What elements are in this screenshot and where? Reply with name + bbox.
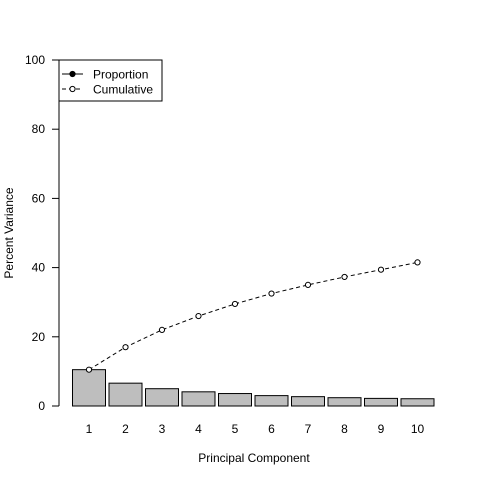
x-tick-label: 10 [411, 422, 425, 436]
x-axis-ticks: 1 2 3 4 5 6 7 8 9 10 [86, 422, 425, 436]
bar-pc-1 [72, 369, 106, 407]
y-tick-label: 60 [32, 191, 46, 205]
cumulative-layer [85, 259, 421, 373]
legend-box [58, 59, 163, 102]
cumulative-line [88, 261, 418, 371]
legend-cumulative-label: Cumulative [93, 83, 153, 97]
bars-layer [72, 369, 435, 407]
bar-pc-5 [218, 393, 252, 407]
y-tick-label: 20 [32, 330, 46, 344]
legend-proportion-label: Proportion [93, 68, 148, 82]
legend-proportion-marker [69, 70, 76, 78]
x-axis-title: Principal Component [198, 451, 310, 465]
cumulative-point-7 [304, 281, 312, 288]
legend-cumulative-marker [69, 85, 76, 93]
cumulative-point-8 [341, 273, 348, 281]
cumulative-point-10 [414, 259, 421, 266]
bar-pc-7 [291, 396, 325, 407]
y-tick-label: 80 [32, 122, 46, 136]
y-tick-label: 100 [25, 53, 45, 67]
y-tick-label: 0 [38, 399, 45, 413]
cumulative-point-5 [231, 300, 239, 308]
x-tick-label: 8 [341, 422, 348, 436]
cumulative-point-6 [268, 290, 275, 297]
bar-pc-8 [327, 397, 362, 407]
bar-pc-9 [364, 397, 398, 407]
legend: Proportion Cumulative [58, 59, 163, 102]
cumulative-point-4 [195, 312, 202, 320]
cumulative-point-2 [122, 344, 129, 351]
x-tick-label: 3 [159, 422, 166, 436]
cumulative-point-9 [377, 266, 385, 273]
bar-pc-3 [145, 388, 179, 407]
x-tick-label: 9 [378, 422, 385, 436]
x-tick-label: 1 [86, 422, 93, 436]
y-axis-title: Percent Variance [2, 187, 16, 278]
y-tick-label: 40 [32, 261, 46, 275]
x-tick-label: 6 [268, 422, 275, 436]
x-tick-label: 7 [305, 422, 312, 436]
bar-pc-10 [400, 398, 435, 407]
cumulative-point-1 [85, 366, 93, 373]
bar-pc-2 [108, 382, 143, 407]
x-tick-label: 2 [122, 422, 129, 436]
bar-pc-4 [181, 391, 216, 407]
bar-pc-6 [254, 395, 289, 407]
x-tick-label: 5 [232, 422, 239, 436]
x-tick-label: 4 [195, 422, 202, 436]
cumulative-point-3 [158, 326, 166, 333]
y-axis: 0 20 40 60 80 100 [25, 53, 60, 413]
